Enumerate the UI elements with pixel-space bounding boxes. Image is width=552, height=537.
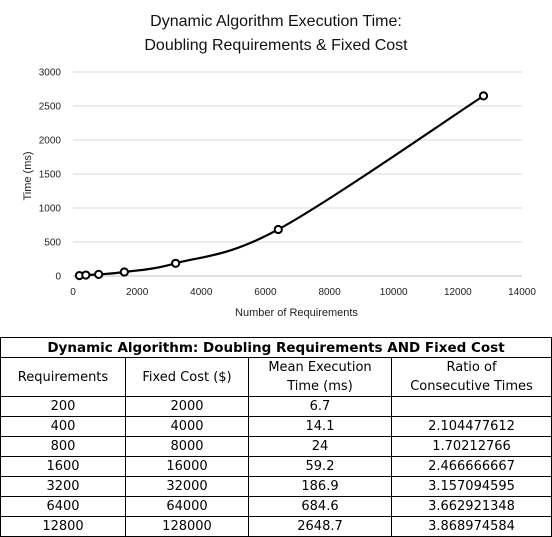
cell-fixed-cost: 8000 bbox=[125, 436, 249, 457]
cell-ratio: 3.868974584 bbox=[390, 516, 552, 537]
header-mean-time-line2: Time (ms) bbox=[287, 379, 353, 394]
header-fixed-cost: Fixed Cost ($) bbox=[125, 357, 249, 397]
cell-fixed-cost: 32000 bbox=[125, 476, 249, 497]
cell-requirements: 400 bbox=[0, 416, 126, 437]
y-tick-label: 1000 bbox=[39, 204, 62, 215]
data-point bbox=[273, 224, 283, 235]
data-point bbox=[171, 258, 181, 268]
cell-ratio bbox=[390, 396, 552, 417]
y-axis-label: Time (ms) bbox=[22, 151, 34, 200]
cell-ratio: 3.157094595 bbox=[390, 476, 552, 497]
cell-mean-time: 186.9 bbox=[248, 476, 392, 497]
cell-mean-time: 2648.7 bbox=[248, 516, 392, 537]
y-tick-label: 3000 bbox=[39, 68, 62, 79]
cell-requirements: 6400 bbox=[0, 496, 126, 517]
cell-fixed-cost: 16000 bbox=[125, 456, 249, 477]
table-row: 3200 32000 186.9 3.157094595 bbox=[0, 476, 552, 497]
table-row: 12800 128000 2648.7 3.868974584 bbox=[0, 516, 552, 537]
cell-ratio: 2.466666667 bbox=[390, 456, 552, 477]
header-ratio-line1: Ratio of bbox=[446, 360, 497, 375]
y-tick-label: 2000 bbox=[39, 136, 62, 147]
cell-requirements: 800 bbox=[0, 436, 126, 457]
chart-svg: Dynamic Algorithm Execution Time: Doublin… bbox=[22, 13, 536, 319]
x-tick-label: 10000 bbox=[380, 287, 408, 298]
x-axis-label: Number of Requirements bbox=[235, 307, 358, 319]
y-tick-label: 0 bbox=[55, 272, 61, 283]
table-row: 400 4000 14.1 2.104477612 bbox=[0, 416, 552, 437]
cell-fixed-cost: 128000 bbox=[125, 516, 249, 537]
cell-requirements: 1600 bbox=[0, 456, 126, 477]
cell-fixed-cost: 2000 bbox=[125, 396, 249, 417]
cell-ratio: 1.70212766 bbox=[390, 436, 552, 457]
cell-fixed-cost: 64000 bbox=[125, 496, 249, 517]
series-line bbox=[79, 94, 485, 277]
chart-title-line: Doubling Requirements & Fixed Cost bbox=[144, 37, 408, 54]
x-tick-label: 0 bbox=[70, 287, 76, 298]
x-tick-label: 2000 bbox=[126, 287, 149, 298]
data-point bbox=[81, 270, 91, 280]
chart-title-line: Dynamic Algorithm Execution Time: bbox=[150, 13, 402, 30]
data-point bbox=[94, 269, 104, 279]
data-point bbox=[478, 91, 489, 101]
header-ratio: Ratio of Consecutive Times bbox=[390, 357, 552, 397]
table-row: 6400 64000 684.6 3.662921348 bbox=[0, 496, 552, 517]
table-caption: Dynamic Algorithm: Doubling Requirements… bbox=[0, 337, 552, 358]
cell-mean-time: 14.1 bbox=[248, 416, 392, 437]
x-tick-label: 8000 bbox=[318, 287, 341, 298]
table-row: 200 2000 6.7 bbox=[0, 396, 552, 417]
cell-requirements: 3200 bbox=[0, 476, 126, 497]
header-requirements: Requirements bbox=[0, 357, 126, 397]
data-point bbox=[119, 267, 129, 277]
cell-fixed-cost: 4000 bbox=[125, 416, 249, 437]
x-tick-label: 12000 bbox=[444, 287, 472, 298]
cell-mean-time: 6.7 bbox=[248, 396, 392, 417]
x-tick-label: 6000 bbox=[254, 287, 277, 298]
data-table-area: Dynamic Algorithm: Doubling Requirements… bbox=[0, 337, 552, 537]
y-tick-label: 500 bbox=[44, 238, 61, 249]
cell-mean-time: 684.6 bbox=[248, 496, 392, 517]
y-tick-label: 1500 bbox=[39, 170, 62, 181]
table-row: 1600 16000 59.2 2.466666667 bbox=[0, 456, 552, 477]
header-ratio-line2: Consecutive Times bbox=[410, 379, 533, 394]
data-table: Dynamic Algorithm: Doubling Requirements… bbox=[0, 337, 552, 537]
chart-area: Dynamic Algorithm Execution Time: Doublin… bbox=[22, 13, 536, 319]
x-tick-label: 14000 bbox=[508, 287, 536, 298]
cell-requirements: 12800 bbox=[0, 516, 126, 537]
table-row: 800 8000 24 1.70212766 bbox=[0, 436, 552, 457]
x-tick-label: 4000 bbox=[190, 287, 213, 298]
cell-requirements: 200 bbox=[0, 396, 126, 417]
header-mean-time-line1: Mean Execution bbox=[268, 360, 372, 375]
y-tick-label: 2500 bbox=[39, 102, 62, 113]
cell-ratio: 2.104477612 bbox=[390, 416, 552, 437]
cell-ratio: 3.662921348 bbox=[390, 496, 552, 517]
header-mean-execution-time: Mean Execution Time (ms) bbox=[248, 357, 392, 397]
cell-mean-time: 24 bbox=[248, 436, 392, 457]
cell-mean-time: 59.2 bbox=[248, 456, 392, 477]
